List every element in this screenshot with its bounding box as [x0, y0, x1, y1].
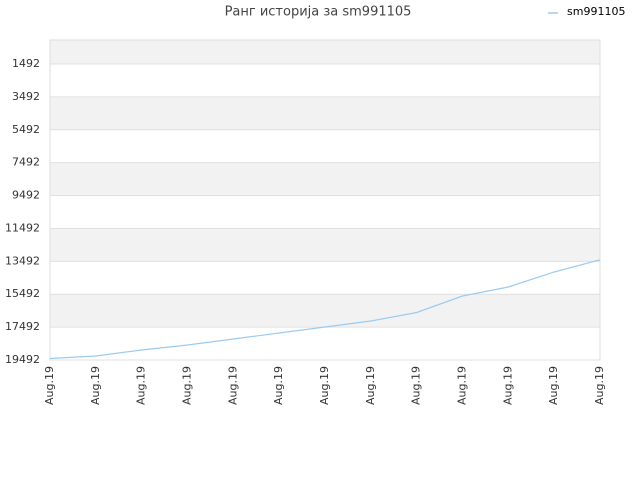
- x-tick-label: Aug.19: [181, 366, 194, 405]
- y-tick-label: 13492: [5, 254, 40, 267]
- x-tick-label: Aug.19: [364, 366, 377, 405]
- y-tick-label: 17492: [5, 320, 40, 333]
- x-tick-label: Aug.19: [501, 366, 514, 405]
- plot-band: [50, 294, 600, 328]
- x-tick-label: Aug.19: [593, 366, 606, 405]
- x-tick-label: Aug.19: [89, 366, 102, 405]
- x-tick-label: Aug.19: [43, 366, 56, 405]
- y-tick-label: 11492: [5, 221, 40, 234]
- x-tick-label: Aug.19: [272, 366, 285, 405]
- y-tick-label: 19492: [5, 353, 40, 366]
- y-tick-label: 9492: [12, 189, 40, 202]
- y-tick-label: 1492: [12, 57, 40, 70]
- x-tick-label: Aug.19: [456, 366, 469, 405]
- x-tick-label: Aug.19: [226, 366, 239, 405]
- plot-band: [50, 40, 600, 65]
- data-line: [49, 259, 601, 360]
- y-tick-label: 7492: [12, 156, 40, 169]
- plot-band: [50, 162, 600, 196]
- chart-title: Ранг историја за sm991105: [225, 5, 412, 20]
- x-tick-label: Aug.19: [318, 366, 331, 405]
- plot-band: [50, 261, 600, 295]
- y-tick-label: 3492: [12, 90, 40, 103]
- plot-band: [50, 96, 600, 130]
- plot-band: [50, 327, 600, 360]
- y-tick-label: 5492: [12, 123, 40, 136]
- y-tick-label: 15492: [5, 287, 40, 300]
- x-tick-label: Aug.19: [547, 366, 560, 405]
- plot-band: [50, 64, 600, 97]
- plot-band: [50, 129, 600, 163]
- x-tick-label: Aug.19: [410, 366, 423, 405]
- plot-band: [50, 228, 600, 262]
- plot-band: [50, 195, 600, 229]
- x-tick-label: Aug.19: [135, 366, 148, 405]
- legend-label: sm991105: [567, 5, 625, 18]
